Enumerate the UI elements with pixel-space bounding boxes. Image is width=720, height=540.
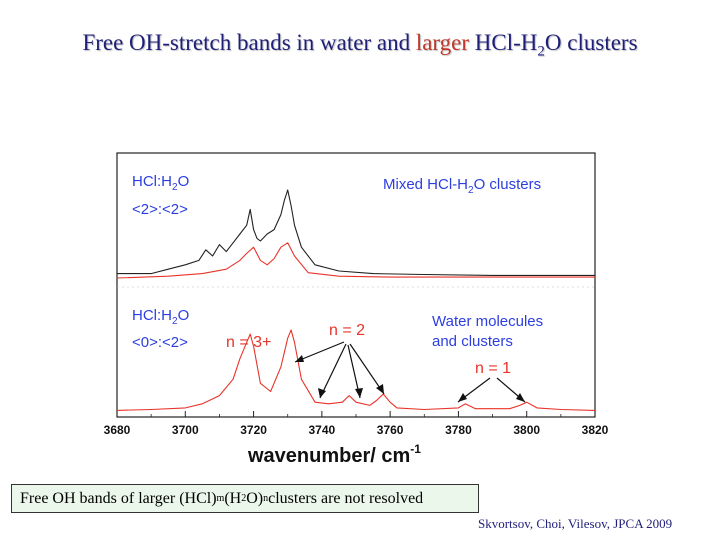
n1-arrowheads — [458, 393, 525, 402]
arrow-n2-to-3720 — [294, 341, 345, 363]
note-text-4: clusters are not resolved — [268, 489, 424, 507]
x-tick-label: 3740 — [309, 423, 336, 437]
arrowhead-5 — [458, 393, 467, 402]
panel1-annotation: Mixed HCl-H2O clusters — [383, 176, 541, 196]
note-text-1: Free OH bands of larger (HCl) — [20, 489, 217, 507]
note-box: Free OH bands of larger (HCl) m (H 2 O) n clu… — [11, 484, 479, 513]
title-text-3: O clusters — [544, 30, 638, 55]
panel1-red-trace — [116, 242, 595, 279]
x-tick-label: 3700 — [172, 423, 199, 437]
peak-label-n3: n = 3+ — [226, 334, 271, 351]
title-text-2: HCl-H — [469, 30, 538, 55]
x-tick-label: 3820 — [582, 423, 609, 437]
x-tick-label: 3680 — [104, 423, 131, 437]
slide-title: Free OH-stretch bands in water and large… — [0, 30, 720, 61]
peak-label-n1: n = 1 — [475, 360, 511, 377]
arrowhead-1 — [295, 355, 304, 362]
x-axis-title: wavenumber/ cm-1 — [247, 442, 421, 467]
panel1-ratio-label: <2>:<2> — [132, 201, 188, 218]
spectrum-traces — [116, 189, 596, 411]
note-text-3: O) — [246, 489, 264, 507]
panel2-red-trace — [116, 329, 596, 411]
plot-frame — [116, 152, 596, 418]
panel2-composition-label: HCl:H2O — [132, 307, 189, 327]
title-text-1: Free OH-stretch bands in water and — [82, 30, 416, 55]
citation: Skvortsov, Choi, Vilesov, JPCA 2009 — [478, 516, 673, 531]
x-tick-label: 3720 — [240, 423, 267, 437]
arrow-n2-to-3760 — [349, 343, 385, 395]
arrowhead-3 — [355, 388, 363, 398]
water-annotation-line2: and clusters — [432, 333, 513, 350]
note-text-2: (H — [224, 489, 242, 507]
note-sub-n: n — [263, 493, 269, 504]
note-sub-2: 2 — [241, 493, 247, 504]
x-tick-label: 3800 — [513, 423, 540, 437]
x-tick-label: 3760 — [377, 423, 404, 437]
x-tick-label: 3780 — [445, 423, 472, 437]
n2-arrowheads — [295, 355, 384, 398]
panel1-black-trace — [117, 189, 595, 276]
title-highlight: larger — [415, 30, 470, 55]
x-axis-ticks: 3680 3700 3720 3740 3760 3780 3800 3820 — [104, 411, 609, 437]
peak-label-n2: n = 2 — [329, 322, 365, 339]
arrowhead-4 — [376, 384, 384, 394]
title-subscript: 2 — [537, 43, 545, 60]
water-annotation-line1: Water molecules — [432, 313, 543, 330]
panel2-ratio-label: <0>:<2> — [132, 334, 188, 351]
arrowhead-6 — [516, 393, 525, 402]
arrowhead-2 — [318, 388, 326, 398]
panel1-composition-label: HCl:H2O — [132, 173, 189, 193]
arrow-n2-to-3744 — [319, 343, 347, 399]
note-sub-m: m — [216, 493, 225, 504]
